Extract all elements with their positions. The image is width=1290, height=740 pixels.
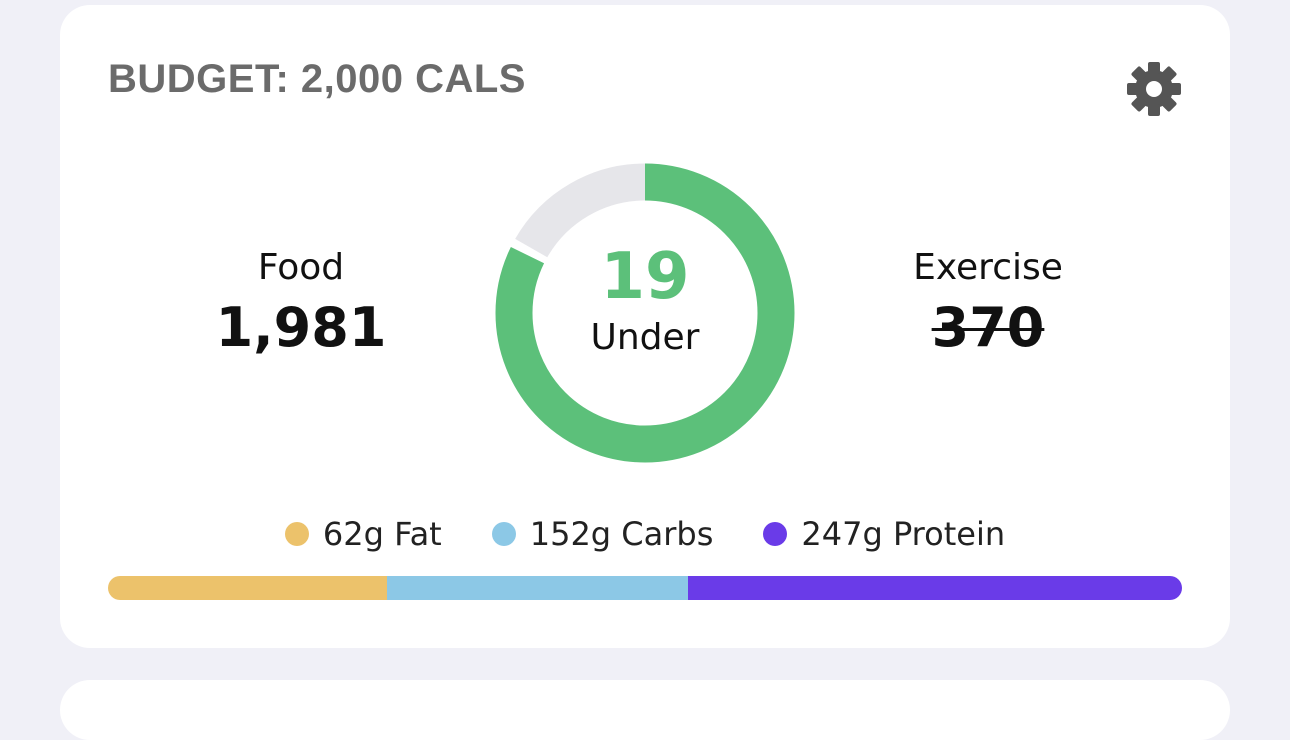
bar-segment xyxy=(688,576,1182,600)
card-title: BUDGET: 2,000 CALS xyxy=(108,57,526,101)
bar-segment xyxy=(108,576,387,600)
exercise-label: Exercise xyxy=(913,247,1063,288)
exercise-value: 370 xyxy=(931,296,1045,359)
legend-dot xyxy=(491,522,516,546)
macro-amount: 62g xyxy=(322,515,384,553)
bar-segment xyxy=(387,576,688,600)
ring-consumed xyxy=(495,163,795,463)
legend-item: 62g Fat xyxy=(284,515,442,553)
legend-dot xyxy=(763,522,788,546)
food-value: 1,981 xyxy=(215,296,387,359)
macro-name: Fat xyxy=(394,515,442,553)
page: {"header": {"title": "BUDGET: 2,000 CALS… xyxy=(60,5,1230,740)
legend-dot xyxy=(284,522,309,546)
macro-bar xyxy=(108,576,1182,600)
macro-legend: 62g Fat 152g Carbs 247g Protein xyxy=(60,515,1230,553)
budget-card: BUDGET: 2,000 CALS Food 1,981 Exercise 3… xyxy=(60,5,1230,648)
legend-text: 62g Fat xyxy=(323,515,442,553)
legend-item: 152g Carbs xyxy=(491,515,714,553)
settings-icon[interactable] xyxy=(1124,59,1184,119)
macro-amount: 247g xyxy=(801,515,883,553)
macro-name: Protein xyxy=(892,515,1006,553)
legend-text: 152g Carbs xyxy=(530,515,714,553)
macro-amount: 152g xyxy=(529,515,612,553)
exercise-stat: Exercise 370 xyxy=(838,247,1138,359)
remaining-value: 19 xyxy=(600,240,690,314)
remaining-label: Under xyxy=(590,317,700,358)
next-card xyxy=(60,680,1230,740)
legend-item: 247g Protein xyxy=(763,515,1005,553)
legend-text: 247g Protein xyxy=(801,515,1005,553)
ring-center: 19 Under xyxy=(545,245,745,358)
calorie-ring xyxy=(495,163,795,463)
food-label: Food xyxy=(257,247,345,288)
food-stat: Food 1,981 xyxy=(151,247,451,359)
macro-name: Carbs xyxy=(621,515,714,553)
